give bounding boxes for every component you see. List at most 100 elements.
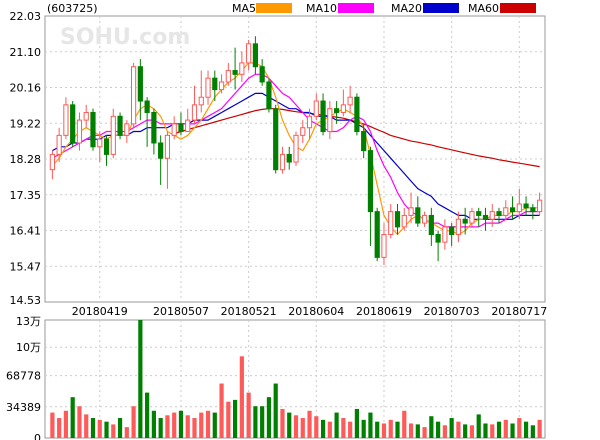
date-tick-label: 20180507 — [153, 305, 209, 318]
price-tick-label: 22.03 — [10, 10, 42, 23]
watermark: SOHU.com — [60, 25, 190, 50]
candle — [482, 207, 489, 231]
candle-body — [523, 203, 529, 209]
candle-body — [205, 77, 211, 98]
volume-axis: 13万 10万 68778 34389 0 — [6, 315, 41, 440]
candle — [124, 120, 130, 143]
volume-bar — [205, 410, 211, 438]
candle — [266, 78, 272, 113]
volume-tick-label: 13万 — [16, 315, 41, 328]
volume-bar — [320, 419, 326, 438]
date-tick-label: 20180521 — [221, 305, 277, 318]
legend-swatch — [500, 3, 536, 13]
volume-bar — [375, 421, 380, 438]
candle-body — [246, 43, 252, 64]
candle-body — [388, 211, 394, 236]
candle-body — [63, 104, 69, 136]
volume-bar — [185, 415, 190, 438]
candle-body — [428, 214, 434, 236]
candle-body — [178, 123, 184, 133]
volume-bar — [97, 419, 102, 438]
candle — [530, 203, 536, 220]
candle-body — [408, 207, 414, 216]
candle-body — [225, 70, 231, 83]
volume-bar — [219, 383, 224, 438]
price-tick-label: 21.10 — [10, 46, 42, 59]
volume-bar — [145, 392, 150, 438]
candle — [394, 203, 401, 235]
volume-bar — [341, 418, 346, 438]
candle — [191, 85, 198, 124]
volume-bar — [354, 408, 360, 438]
candle-body — [503, 207, 509, 216]
candle — [374, 207, 380, 262]
candle-body — [361, 131, 367, 152]
candle — [185, 108, 191, 133]
volume-bar — [530, 425, 535, 438]
candle — [178, 112, 184, 136]
candle — [367, 146, 374, 246]
candle — [97, 131, 103, 163]
candle — [76, 112, 83, 151]
candle-body — [185, 119, 191, 133]
volume-bar — [165, 415, 170, 438]
volume-bar — [158, 418, 163, 438]
volume-bar — [327, 421, 332, 438]
volume-bar — [50, 412, 55, 438]
candles — [49, 36, 543, 266]
candle — [63, 97, 69, 140]
candle — [313, 93, 319, 121]
volume-bar — [463, 424, 468, 438]
candle-body — [537, 199, 543, 213]
legend-swatch — [338, 3, 374, 13]
candle — [306, 108, 313, 140]
candle — [164, 131, 171, 189]
price-tick-label: 20.16 — [10, 82, 42, 95]
candle-body — [509, 207, 516, 213]
candle-body — [232, 70, 238, 75]
candle-body — [476, 211, 482, 216]
candle — [171, 116, 177, 140]
legend-swatch — [256, 3, 292, 13]
candle — [130, 62, 137, 128]
candle-body — [449, 226, 455, 236]
legend: MA5 MA10 MA20 MA60 — [232, 2, 536, 15]
candle — [158, 135, 164, 185]
volume-bar — [77, 406, 82, 438]
price-tick-label: 18.28 — [10, 153, 42, 166]
volume-bar — [131, 406, 136, 438]
price-tick-label: 14.53 — [10, 294, 42, 307]
price-tick-label: 15.47 — [10, 260, 42, 273]
candle — [523, 196, 529, 216]
volume-bars — [50, 320, 542, 438]
candle-body — [252, 43, 258, 68]
stock-code: (603725) — [47, 2, 98, 15]
candle — [137, 59, 143, 121]
candle-body — [340, 104, 346, 113]
volume-bar — [260, 406, 265, 438]
candle — [83, 104, 89, 128]
candle-body — [320, 100, 326, 133]
candle — [462, 207, 468, 235]
candle — [435, 230, 441, 262]
volume-bar — [70, 397, 75, 438]
candle-body — [530, 207, 536, 213]
volume-bar — [138, 320, 143, 438]
candle-body — [266, 81, 272, 110]
candle — [286, 146, 292, 170]
candle — [354, 93, 360, 136]
date-axis: 20180419 20180507 20180521 20180604 20180619… — [72, 305, 548, 318]
volume-bar — [422, 427, 427, 438]
volume-bar — [381, 423, 387, 438]
candle — [110, 108, 116, 159]
candle — [320, 93, 326, 136]
volume-bar — [212, 412, 217, 438]
volume-bar — [415, 424, 420, 438]
date-tick-label: 20180703 — [424, 305, 480, 318]
volume-bar — [402, 410, 407, 438]
candle-body — [103, 138, 110, 155]
candle — [388, 203, 394, 239]
candle — [273, 104, 279, 174]
candle-body — [144, 100, 150, 113]
